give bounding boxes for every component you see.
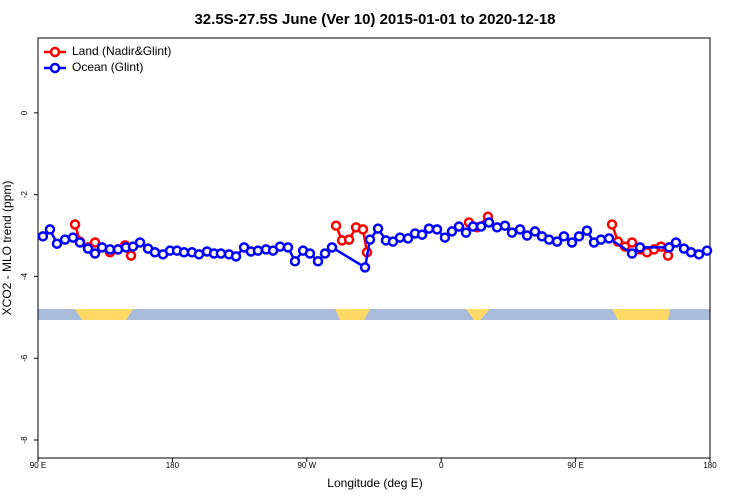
x-tick-label: 90 E bbox=[30, 461, 46, 470]
point bbox=[372, 223, 384, 234]
point bbox=[193, 249, 205, 260]
point bbox=[573, 231, 585, 242]
land-patch bbox=[75, 309, 133, 320]
point bbox=[439, 232, 451, 243]
legend-marker bbox=[49, 46, 61, 58]
y-tick-label: -6 bbox=[20, 354, 29, 362]
point bbox=[634, 242, 646, 253]
point bbox=[558, 231, 570, 242]
x-axis-label: Longitude (deg E) bbox=[327, 476, 422, 490]
point bbox=[603, 233, 615, 244]
point bbox=[364, 234, 376, 245]
point bbox=[475, 221, 487, 232]
point bbox=[529, 226, 541, 237]
point bbox=[423, 223, 435, 234]
legend-marker bbox=[49, 62, 61, 74]
point bbox=[394, 232, 406, 243]
point bbox=[551, 236, 563, 247]
point bbox=[431, 224, 443, 235]
point bbox=[357, 224, 369, 235]
point bbox=[514, 224, 526, 235]
point bbox=[44, 224, 56, 235]
chart-title: 32.5S-27.5S June (Ver 10) 2015-01-01 to … bbox=[194, 11, 555, 28]
x-tick-label: 90 E bbox=[567, 461, 583, 470]
point bbox=[282, 242, 294, 253]
land-patch bbox=[335, 309, 370, 320]
point bbox=[134, 237, 146, 248]
point bbox=[460, 227, 472, 238]
point bbox=[82, 243, 94, 254]
point bbox=[402, 233, 414, 244]
point bbox=[506, 227, 518, 238]
point bbox=[453, 221, 465, 232]
point bbox=[499, 220, 511, 231]
point bbox=[104, 244, 116, 255]
point bbox=[215, 248, 227, 259]
point bbox=[521, 230, 533, 241]
point bbox=[595, 234, 607, 245]
point bbox=[359, 262, 371, 273]
y-tick-label: -2 bbox=[20, 191, 29, 199]
point bbox=[543, 234, 555, 245]
legend-label: Land (Nadir&Glint) bbox=[72, 44, 171, 58]
point bbox=[89, 237, 101, 248]
point bbox=[326, 242, 338, 253]
point bbox=[343, 234, 355, 245]
point bbox=[149, 247, 161, 258]
point bbox=[304, 248, 316, 259]
y-tick-label: -8 bbox=[20, 436, 29, 444]
point bbox=[416, 229, 428, 240]
y-tick-label: 0 bbox=[20, 110, 29, 115]
point bbox=[252, 245, 264, 256]
point bbox=[289, 256, 301, 267]
point bbox=[67, 232, 79, 243]
point bbox=[125, 250, 137, 261]
point bbox=[606, 219, 618, 230]
point bbox=[663, 242, 675, 253]
point bbox=[51, 238, 63, 249]
point bbox=[566, 237, 578, 248]
plot-frame bbox=[37, 37, 711, 459]
point bbox=[74, 237, 86, 248]
point bbox=[312, 256, 324, 267]
point bbox=[662, 250, 674, 261]
point bbox=[693, 249, 705, 260]
point bbox=[626, 237, 638, 248]
land-patch bbox=[466, 309, 490, 320]
point bbox=[69, 219, 81, 230]
point bbox=[37, 231, 49, 242]
point bbox=[330, 220, 342, 231]
x-tick-label: 90 W bbox=[297, 461, 316, 470]
point bbox=[581, 225, 593, 236]
x-tick-label: 180 bbox=[703, 461, 717, 470]
point bbox=[446, 226, 458, 237]
point bbox=[483, 217, 495, 228]
point bbox=[467, 221, 479, 232]
point bbox=[670, 237, 682, 248]
y-axis-label: XCO2 - MLO trend (ppm) bbox=[0, 181, 14, 316]
point bbox=[319, 248, 331, 259]
legend-label: Ocean (Glint) bbox=[72, 60, 143, 74]
land-ocean-strip bbox=[38, 309, 710, 320]
point bbox=[626, 248, 638, 259]
x-tick-label: 0 bbox=[439, 461, 444, 470]
land-patch bbox=[612, 309, 670, 320]
point bbox=[230, 251, 242, 262]
y-tick-label: -4 bbox=[20, 272, 29, 280]
ocean-strip bbox=[38, 309, 710, 320]
point bbox=[701, 245, 713, 256]
point bbox=[89, 248, 101, 259]
x-tick-label: 180 bbox=[166, 461, 180, 470]
